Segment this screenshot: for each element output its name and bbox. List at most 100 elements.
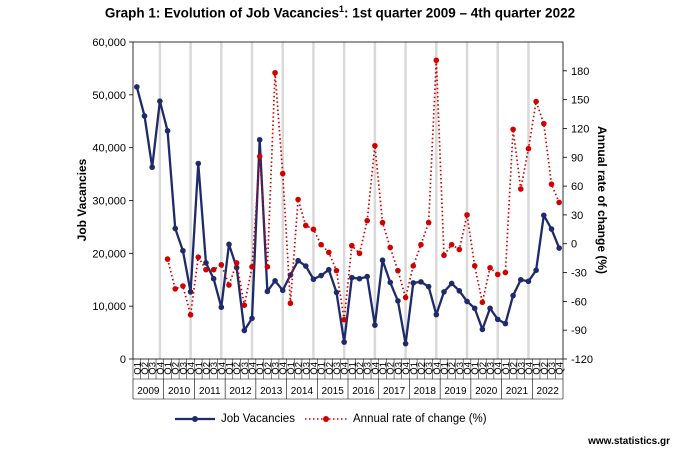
job-vacancies-point xyxy=(448,280,455,287)
legend-item-job-vacancies: Job Vacancies xyxy=(175,412,295,426)
job-vacancies-point xyxy=(302,263,309,269)
y-tick-label: 50,000 xyxy=(92,90,126,102)
rate-of-change-point xyxy=(172,286,179,292)
rate-of-change-point xyxy=(349,242,355,249)
rate-of-change-point xyxy=(249,263,255,270)
x-tick-label: Q4 xyxy=(155,362,166,375)
x-tick-label: Q3 xyxy=(209,362,220,375)
legend-label-job-vacancies: Job Vacancies xyxy=(221,413,295,425)
rate-of-change-point xyxy=(195,254,202,260)
x-tick-label: Q3 xyxy=(240,362,251,375)
job-vacancies-point xyxy=(141,113,148,119)
rate-of-change-point xyxy=(517,186,524,192)
x-tick-label: Q3 xyxy=(486,362,497,375)
rate-of-change-point xyxy=(279,170,286,177)
y-axis-title: Job Vacancies xyxy=(75,158,89,241)
x-tick-label: Q1 xyxy=(439,362,450,375)
job-vacancies-point xyxy=(295,257,301,264)
year-label: 2010 xyxy=(168,386,191,397)
rate-of-change-point xyxy=(187,312,194,318)
x-tick-label: Q4 xyxy=(370,362,381,375)
year-label: 2021 xyxy=(506,386,529,397)
rate-of-change-point xyxy=(510,126,516,133)
y2-tick-label: 90 xyxy=(571,152,583,164)
year-label: 2016 xyxy=(352,386,375,397)
rate-of-change-point xyxy=(418,241,424,248)
job-vacancies-point xyxy=(541,212,547,219)
x-tick-label: Q1 xyxy=(501,362,512,375)
job-vacancies-point xyxy=(425,283,432,290)
x-tick-label: Q3 xyxy=(363,362,374,375)
x-tick-label: Q2 xyxy=(539,362,550,375)
y2-tick-label: -120 xyxy=(571,354,593,366)
x-tick-label: Q4 xyxy=(248,362,259,375)
rate-of-change-point xyxy=(326,249,332,256)
job-vacancies-point xyxy=(471,305,478,312)
x-tick-label: Q4 xyxy=(493,362,504,375)
x-tick-label: Q1 xyxy=(224,362,235,375)
y2-axis-title: Annual rate of change (%) xyxy=(595,126,609,274)
rate-of-change-point xyxy=(180,283,186,289)
y2-tick-label: 150 xyxy=(571,95,589,107)
x-tick-label: Q2 xyxy=(140,362,151,375)
rate-of-change-point xyxy=(241,302,248,309)
job-vacancies-point xyxy=(510,292,516,299)
job-vacancies-point xyxy=(479,326,486,333)
job-vacancies-point xyxy=(556,245,562,251)
rate-of-change-point xyxy=(226,282,232,288)
rate-of-change-point xyxy=(295,196,301,203)
rate-of-change-point xyxy=(203,266,209,273)
job-vacancies-point xyxy=(379,257,386,264)
x-tick-label: Q2 xyxy=(416,362,427,375)
year-label: 2009 xyxy=(137,386,160,397)
x-tick-label: Q1 xyxy=(286,362,297,375)
rate-of-change-point xyxy=(448,241,455,248)
job-vacancies-point xyxy=(326,266,332,273)
y2-tick-label: 0 xyxy=(571,239,577,251)
source-credit: www.statistics.gr xyxy=(588,436,670,447)
title-superscript: 1 xyxy=(338,4,344,14)
x-tick-label: Q3 xyxy=(148,362,159,375)
rate-of-change-point xyxy=(233,260,240,266)
axis-layer: 0 10,000 20,000 30,000 40,000 50,000 60,000 -12… xyxy=(92,37,593,400)
rate-of-change-point xyxy=(272,69,278,76)
job-vacancies-point xyxy=(226,241,232,248)
job-vacancies-point xyxy=(364,273,370,280)
y2-tick-label: -30 xyxy=(571,268,587,280)
job-vacancies-line xyxy=(135,86,561,345)
x-tick-label: Q2 xyxy=(447,362,458,375)
rate-of-change-point xyxy=(218,262,225,268)
x-tick-label: Q4 xyxy=(309,362,320,375)
y2-tick-label: -60 xyxy=(571,296,587,308)
y-tick-label: 10,000 xyxy=(92,301,126,313)
legend: Job Vacancies Annual rate of change (%) xyxy=(0,412,680,430)
title-main: Graph 1: Evolution of Job Vacancies xyxy=(104,5,339,21)
x-tick-label: Q3 xyxy=(455,362,466,375)
y-tick-label: 20,000 xyxy=(92,248,126,260)
rate-of-change-point xyxy=(402,294,409,301)
x-tick-label: Q3 xyxy=(393,362,404,375)
y-tick-label: 40,000 xyxy=(92,143,126,155)
year-label: 2017 xyxy=(383,386,406,397)
x-tick-label: Q1 xyxy=(347,362,358,375)
rate-of-change-point xyxy=(425,219,432,226)
x-tick-label: Q1 xyxy=(409,362,420,375)
job-vacancies-point xyxy=(372,322,378,328)
year-label: 2019 xyxy=(444,386,467,397)
rate-of-change-point xyxy=(410,263,417,269)
y2-tick-label: 120 xyxy=(571,123,589,135)
rate-of-change-point xyxy=(533,98,539,105)
x-tick-label: Q3 xyxy=(271,362,282,375)
rate-of-change-point xyxy=(441,252,447,259)
rate-of-change-point xyxy=(487,264,493,271)
x-tick-label: Q1 xyxy=(532,362,543,375)
y2-tick-label: -90 xyxy=(571,325,587,337)
x-tick-label: Q2 xyxy=(509,362,520,375)
x-tick-label: Q4 xyxy=(555,362,566,375)
x-tick-label: Q1 xyxy=(255,362,266,375)
job-vacancies-point xyxy=(172,225,179,232)
year-label: 2015 xyxy=(322,386,345,397)
chart-title: Graph 1: Evolution of Job Vacancies1: 1s… xyxy=(0,4,680,21)
x-tick-label: Q4 xyxy=(340,362,351,375)
